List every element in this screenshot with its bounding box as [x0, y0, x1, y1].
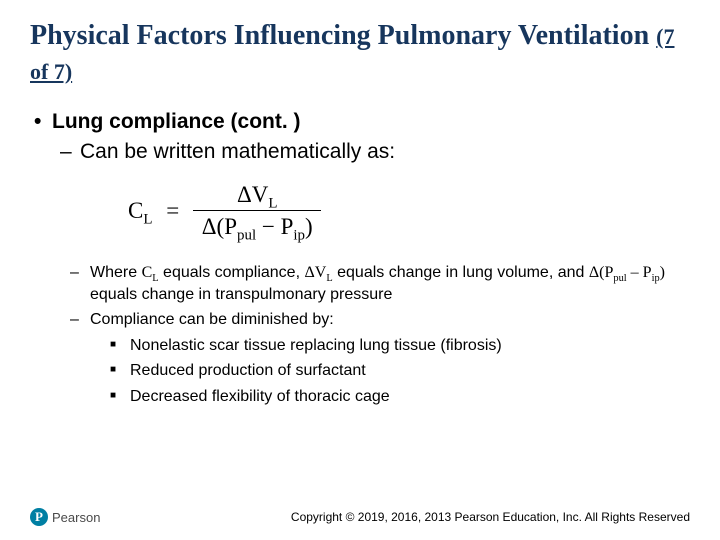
eq-lhs: CL	[128, 198, 152, 224]
eq-equals: =	[166, 198, 179, 224]
copyright-text: Copyright © 2019, 2016, 2013 Pearson Edu…	[291, 510, 690, 524]
dash-diminished-intro: Compliance can be diminished by:	[90, 309, 690, 331]
square-thoracic: Decreased flexibility of thoracic cage	[130, 386, 690, 408]
square-surfactant: Reduced production of surfactant	[130, 360, 690, 382]
pearson-logo: P Pearson	[30, 508, 100, 526]
dash-diminished-text: Compliance can be diminished by:	[90, 311, 334, 328]
pearson-logo-text: Pearson	[52, 510, 100, 525]
slide-title: Physical Factors Influencing Pulmonary V…	[30, 18, 690, 88]
pearson-logo-mark: P	[30, 508, 48, 526]
slide-footer: P Pearson Copyright © 2019, 2016, 2013 P…	[30, 508, 690, 526]
dash-math-intro-text: Can be written mathematically as:	[80, 140, 395, 163]
bullet-lung-compliance: Lung compliance (cont. )	[52, 110, 690, 134]
square-fibrosis-text: Nonelastic scar tissue replacing lung ti…	[130, 337, 502, 354]
bullet-lung-compliance-text: Lung compliance (cont. )	[52, 110, 301, 133]
square-surfactant-text: Reduced production of surfactant	[130, 362, 366, 379]
eq-denominator: Δ(Ppul − Pip)	[193, 210, 322, 240]
title-main: Physical Factors Influencing Pulmonary V…	[30, 20, 649, 51]
compliance-equation: CL = ΔVL Δ(Ppul − Pip)	[128, 182, 321, 240]
slide-body: Physical Factors Influencing Pulmonary V…	[0, 0, 720, 408]
dash-math-intro: Can be written mathematically as:	[80, 140, 690, 164]
square-fibrosis: Nonelastic scar tissue replacing lung ti…	[130, 335, 690, 357]
eq-numerator: ΔVL	[193, 182, 322, 210]
equation-container: CL = ΔVL Δ(Ppul − Pip)	[128, 182, 690, 240]
square-thoracic-text: Decreased flexibility of thoracic cage	[130, 388, 390, 405]
eq-fraction: ΔVL Δ(Ppul − Pip)	[193, 182, 322, 240]
dash-where-definition: Where CL equals compliance, ΔVL equals c…	[90, 262, 690, 305]
